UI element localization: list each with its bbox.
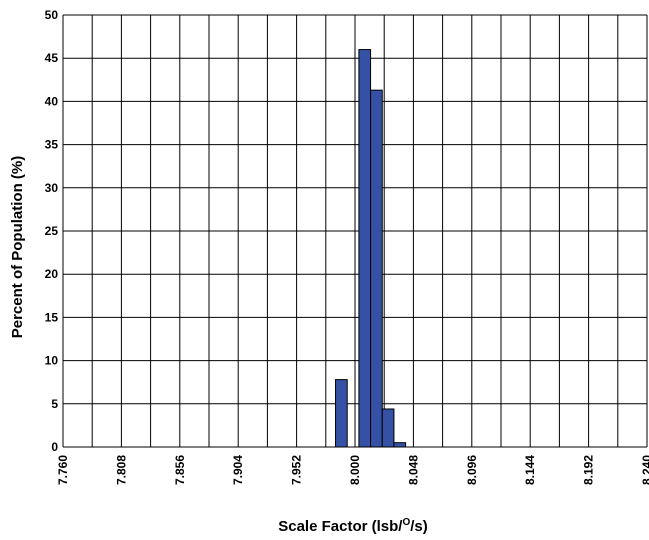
histogram-bars	[335, 49, 407, 448]
y-tick-label: 20	[45, 267, 59, 281]
x-axis-title-tail: /s)	[410, 518, 428, 535]
y-tick-label: 35	[45, 138, 59, 152]
y-tick-label: 30	[45, 181, 59, 195]
x-tick-label: 7.760	[56, 455, 70, 485]
x-tick-label: 7.808	[114, 455, 128, 485]
x-axis-ticks: 7.760 7.808 7.856 7.904 7.952 8.000 8.048 8.096…	[56, 455, 649, 485]
x-tick-label: 8.192	[582, 455, 596, 485]
y-tick-label: 10	[45, 354, 59, 368]
y-tick-label: 15	[45, 310, 59, 324]
x-axis-title: Scale Factor (lsb/O/s)	[278, 517, 428, 535]
y-tick-label: 5	[51, 397, 58, 411]
x-tick-label: 8.240	[640, 455, 649, 485]
y-tick-label: 45	[45, 51, 59, 65]
y-tick-label: 25	[45, 224, 59, 238]
histogram-bar-2	[358, 49, 372, 448]
x-tick-label: 7.904	[231, 455, 245, 485]
y-tick-label: 40	[45, 94, 59, 108]
y-tick-label: 50	[45, 8, 59, 22]
grid-lines	[62, 14, 648, 448]
y-axis-ticks: 0 5 10 15 20 25 30 35 40 45 50	[45, 8, 59, 454]
x-tick-label: 7.952	[290, 455, 304, 485]
x-tick-label: 8.144	[523, 455, 537, 485]
x-tick-label: 8.048	[406, 455, 420, 485]
y-axis-title: Percent of Population (%)	[9, 156, 26, 339]
histogram-bar-0	[335, 379, 348, 448]
histogram-bar-5	[393, 442, 407, 448]
y-tick-label: 0	[51, 440, 58, 454]
x-axis-title-main: Scale Factor (lsb/	[278, 518, 403, 535]
x-tick-label: 8.096	[465, 455, 479, 485]
histogram-bar-3	[370, 89, 383, 448]
histogram-bar-4	[381, 408, 395, 448]
x-tick-label: 8.000	[348, 455, 362, 485]
x-axis-title-degree: O	[402, 517, 410, 528]
x-tick-label: 7.856	[173, 455, 187, 485]
